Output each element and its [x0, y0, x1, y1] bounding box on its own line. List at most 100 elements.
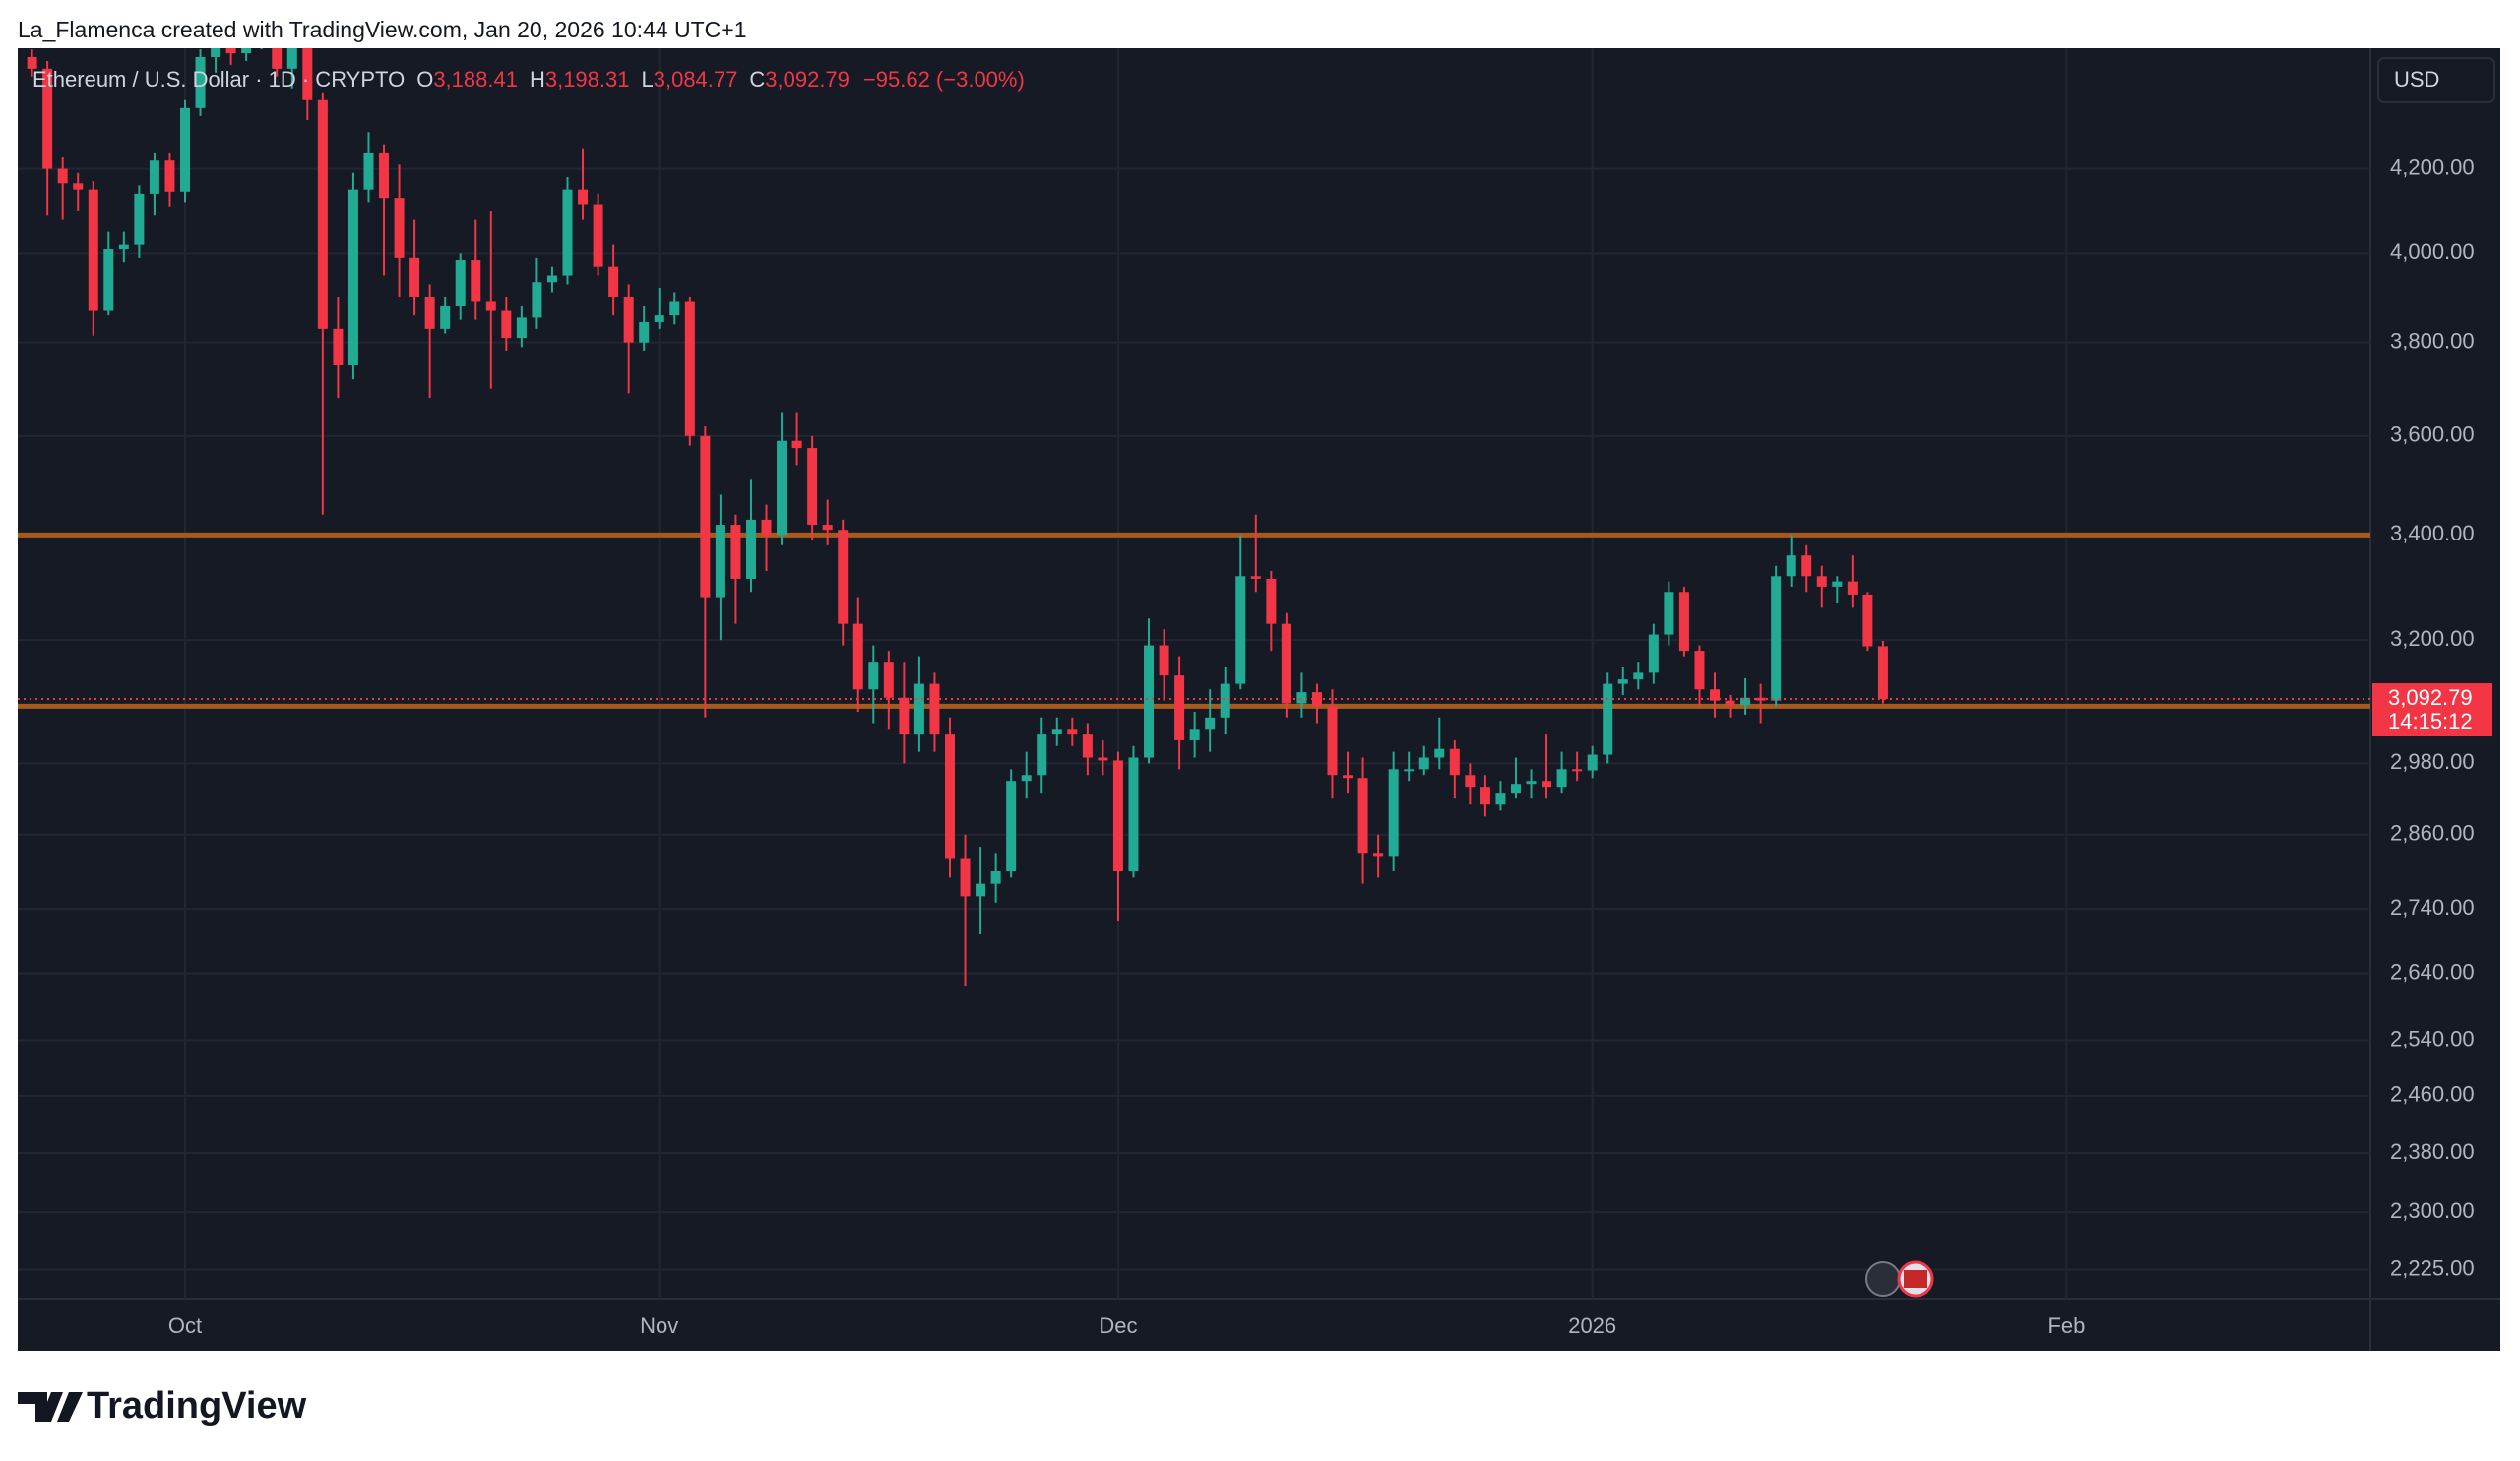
price-label: 3,092.79 [2388, 685, 2473, 710]
candle-body [899, 697, 910, 735]
candle-body [394, 198, 405, 258]
y-tick-label: 2,640.00 [2390, 959, 2475, 984]
candle-body [1603, 683, 1613, 755]
candle-body [103, 249, 114, 311]
candle-body [1771, 576, 1782, 701]
y-tick-label: 2,300.00 [2390, 1198, 2475, 1223]
candle-body [73, 183, 84, 190]
candle-body [1281, 623, 1292, 704]
candle-body [180, 107, 190, 192]
candle-body [302, 48, 313, 100]
candle-body [1205, 717, 1216, 730]
legend-value: 3,188.41 [433, 67, 518, 92]
x-tick-label: Nov [640, 1313, 678, 1338]
candle-body [1098, 757, 1108, 761]
candle-body [990, 871, 1001, 884]
candle-body [1725, 700, 1735, 706]
candle-body [730, 525, 741, 579]
candle-body [440, 306, 451, 329]
candle-body [1832, 581, 1843, 587]
brand-logo [18, 1392, 83, 1422]
plot [18, 48, 2370, 1299]
candle-body [1266, 578, 1277, 624]
candle-body [195, 57, 206, 108]
candle-body [1051, 729, 1062, 735]
candle-body [1678, 592, 1689, 652]
candle-body [1617, 679, 1628, 684]
candle-body [1357, 778, 1368, 854]
candle-body [347, 189, 358, 365]
candle-body [807, 448, 818, 526]
candle-body [88, 189, 98, 311]
candle-body [1556, 769, 1567, 788]
candle-body [1235, 576, 1246, 684]
candle-body [654, 315, 664, 322]
y-tick-label: 2,980.00 [2390, 749, 2475, 774]
candle-body [1112, 760, 1123, 872]
candle-body [562, 189, 573, 276]
candle-body [593, 204, 603, 267]
candle-body [1877, 646, 1888, 700]
candle-body [608, 266, 619, 297]
candle-body [42, 68, 53, 169]
candle-body [134, 193, 145, 245]
candle-body [1633, 672, 1644, 680]
y-tick-label: 2,740.00 [2390, 895, 2475, 920]
candle-body [410, 257, 420, 297]
candle-body [669, 301, 680, 316]
candle-body [1404, 769, 1415, 772]
candle-body [1526, 781, 1537, 785]
currency-label[interactable]: USD [2394, 67, 2439, 92]
candle-body [1862, 594, 1873, 647]
candle-body [272, 48, 283, 69]
candle-body [1311, 692, 1322, 707]
y-tick-label: 2,380.00 [2390, 1139, 2475, 1164]
event-icons [1865, 1260, 1934, 1298]
legend-key: C [749, 67, 765, 92]
candle-body [623, 296, 634, 343]
candle-body [929, 683, 940, 735]
candle-body [1388, 769, 1399, 857]
currency-button[interactable] [2377, 57, 2495, 103]
candle-body [424, 296, 435, 329]
candle-body [1587, 754, 1598, 771]
candle-body [379, 152, 390, 199]
candle-body [578, 189, 589, 205]
candle-body [333, 328, 344, 365]
candle-body [149, 160, 159, 194]
candle-body [1694, 651, 1705, 690]
candle-body [777, 440, 788, 536]
candle-body [211, 48, 221, 58]
x-tick-label: Dec [1099, 1313, 1137, 1338]
candle-body [286, 48, 297, 69]
candle-body [363, 152, 374, 190]
legend-value: 3,084.77 [654, 67, 738, 92]
candle-body [1174, 675, 1185, 740]
header: La_Flamenca created with TradingView.com… [18, 17, 746, 42]
candle-body [868, 662, 879, 690]
y-tick-label: 4,200.00 [2390, 155, 2475, 179]
candle-body [1480, 787, 1490, 805]
legend-value: 3,092.79 [765, 67, 850, 92]
candle-body [1740, 697, 1751, 706]
x-tick-label: Feb [2048, 1313, 2085, 1338]
candle-body [791, 440, 802, 449]
candle-body [317, 99, 328, 329]
x-tick-label: Oct [168, 1313, 202, 1338]
candle-body [164, 160, 175, 192]
candle-body [1159, 645, 1169, 676]
candle-body [118, 244, 129, 250]
y-tick-label: 3,400.00 [2390, 521, 2475, 545]
y-tick-label: 2,540.00 [2390, 1026, 2475, 1050]
brand-name: TradingView [87, 1385, 307, 1427]
candle-body [485, 301, 496, 311]
candle-body [1648, 634, 1659, 673]
legend-symbol: Ethereum / U.S. Dollar · 1D · CRYPTO [32, 67, 405, 92]
candle-body [1418, 757, 1429, 770]
candle-body [1006, 781, 1017, 872]
candle-body [639, 321, 650, 343]
x-tick-label: 2026 [1568, 1313, 1616, 1338]
candle-body [1220, 683, 1230, 718]
y-tick-label: 4,000.00 [2390, 239, 2475, 264]
